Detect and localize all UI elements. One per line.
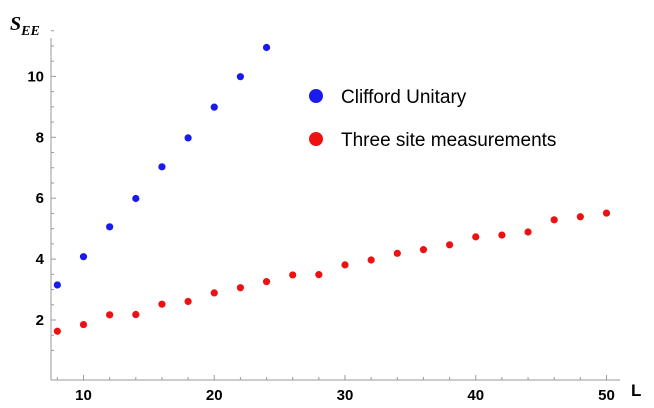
y-tick-label: 10: [27, 68, 44, 85]
x-axis-title: L: [631, 381, 641, 400]
point-three-site-measurements: [132, 310, 140, 319]
x-tick-label: 30: [337, 387, 354, 404]
point-three-site-measurements: [53, 327, 61, 335]
point-clifford-unitary: [106, 223, 114, 231]
point-three-site-measurements: [446, 241, 454, 249]
y-axis-title: SEE: [10, 13, 40, 39]
y-tick-label: 8: [36, 129, 44, 146]
point-three-site-measurements: [602, 209, 611, 217]
point-three-site-measurements: [236, 284, 244, 292]
point-clifford-unitary: [132, 194, 140, 203]
point-clifford-unitary: [158, 163, 166, 171]
ticks: 10 20 30 40 50 2 4 6 8 10: [27, 30, 615, 404]
point-clifford-unitary: [79, 253, 88, 261]
legend-marker: [309, 89, 323, 103]
axis-titles: SEE L: [10, 13, 641, 400]
legend-marker: [309, 132, 323, 146]
axes: [50, 38, 620, 381]
point-three-site-measurements: [262, 278, 271, 286]
x-tick-label: 20: [206, 387, 223, 404]
y-tick-label: 4: [36, 251, 45, 268]
y-tick-label: 6: [36, 190, 44, 207]
point-three-site-measurements: [419, 246, 428, 254]
point-three-site-measurements: [210, 289, 218, 297]
point-three-site-measurements: [393, 249, 401, 257]
point-clifford-unitary: [210, 103, 218, 111]
x-tick-label: 50: [598, 387, 615, 404]
point-clifford-unitary: [53, 281, 61, 289]
legend: Clifford Unitary Three site measurements: [309, 87, 556, 151]
point-three-site-measurements: [106, 311, 114, 319]
x-tick-label: 10: [75, 387, 92, 404]
point-three-site-measurements: [550, 216, 558, 224]
point-three-site-measurements: [79, 320, 88, 329]
point-three-site-measurements: [576, 213, 584, 221]
point-clifford-unitary: [236, 73, 244, 81]
point-clifford-unitary: [184, 134, 192, 142]
point-clifford-unitary: [262, 43, 271, 52]
data-points: [53, 43, 611, 335]
point-three-site-measurements: [289, 271, 297, 279]
point-three-site-measurements: [524, 228, 532, 236]
point-three-site-measurements: [367, 256, 375, 264]
point-three-site-measurements: [184, 297, 192, 306]
legend-label: Clifford Unitary: [341, 87, 467, 108]
y-tick-label: 2: [36, 312, 44, 329]
x-tick-label: 40: [467, 387, 484, 404]
point-three-site-measurements: [341, 261, 349, 269]
legend-label: Three site measurements: [341, 130, 556, 151]
point-three-site-measurements: [472, 233, 480, 241]
point-three-site-measurements: [158, 300, 166, 308]
point-three-site-measurements: [498, 231, 506, 239]
point-three-site-measurements: [315, 271, 323, 279]
